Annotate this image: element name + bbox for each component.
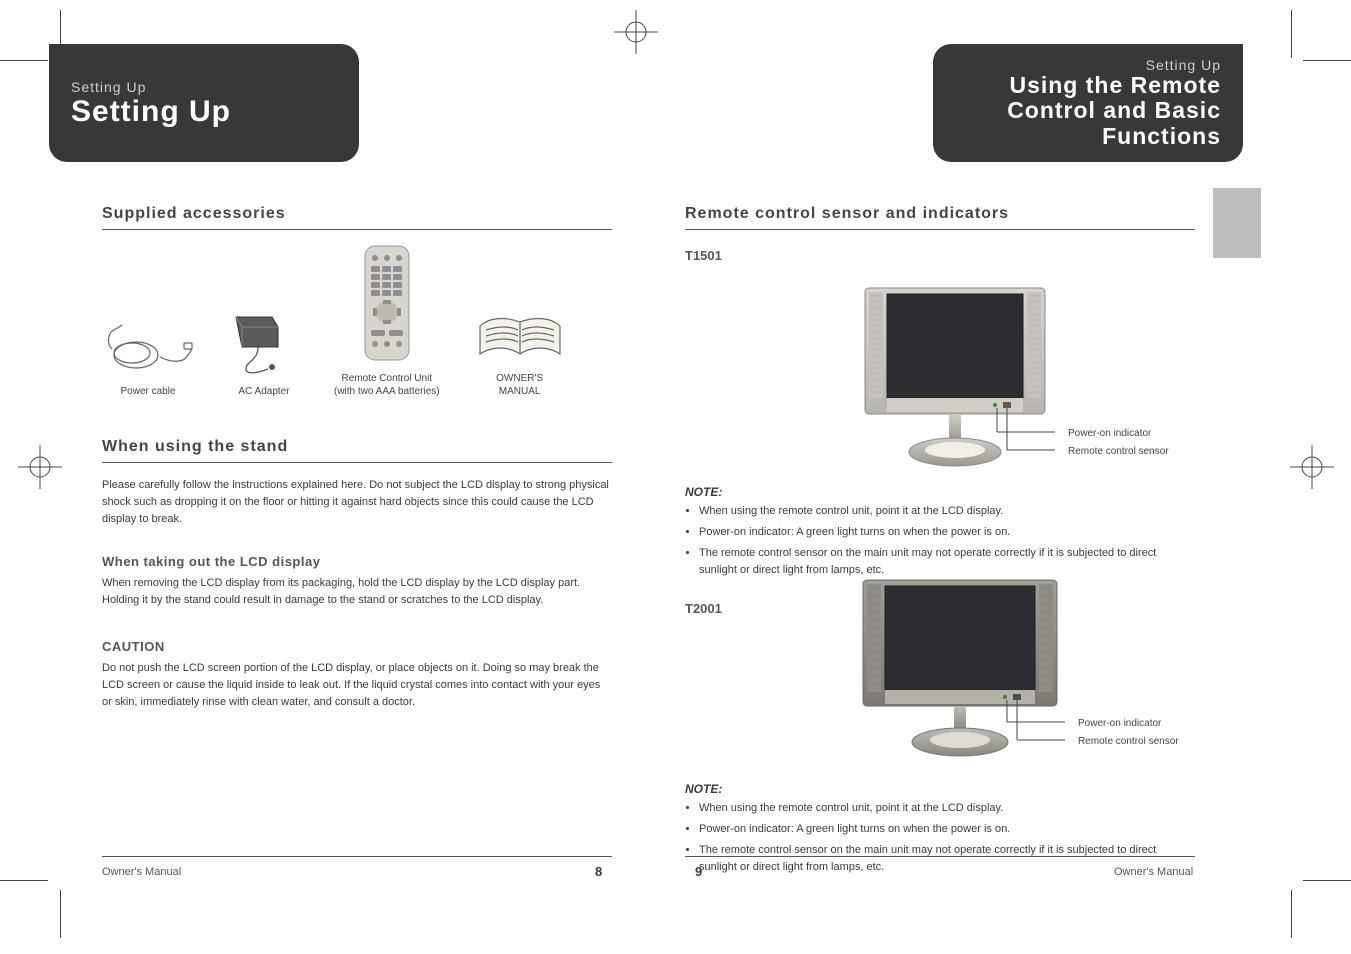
footer-owners-label: Owner's Manual [1114, 866, 1193, 878]
crop-mark [0, 880, 48, 881]
accessory-label: AC Adapter [228, 386, 300, 399]
footer-owners-label: Owner's Manual [102, 866, 181, 878]
accessory-manual: OWNER'S MANUAL [474, 314, 566, 398]
callout-power-indicator: Power-on indicator [1068, 428, 1151, 439]
body-paragraph: Please carefully follow the instructions… [102, 477, 612, 528]
registration-mark-icon [1290, 445, 1334, 489]
footer-rule [102, 856, 612, 857]
section-heading: Remote control sensor and indicators [685, 205, 1195, 230]
tab-subhead: Setting Up [71, 79, 337, 95]
tv-figure-t2001 [855, 574, 1065, 777]
page-number: 9 [695, 864, 702, 879]
left-column: Supplied accessories Power cable [102, 205, 612, 711]
list-item: Power-on indicator: A green light turns … [699, 821, 1185, 838]
note-block-2: NOTE: When using the remote control unit… [685, 782, 1185, 880]
note-list: When using the remote control unit, poin… [699, 503, 1185, 579]
model-label: T1501 [685, 248, 1195, 263]
note-list: When using the remote control unit, poin… [699, 800, 1185, 876]
accessory-label: OWNER'S MANUAL [474, 373, 566, 398]
caution-body: Do not push the LCD screen portion of th… [102, 660, 612, 711]
list-item: When using the remote control unit, poin… [699, 800, 1185, 817]
tv-icon [855, 280, 1055, 480]
tab-title: Setting Up [71, 95, 337, 128]
sub-heading: When taking out the LCD display [102, 554, 612, 569]
section-tab-right: Setting Up Using the Remote Control and … [933, 44, 1243, 162]
list-item: When using the remote control unit, poin… [699, 503, 1185, 520]
tv-icon [855, 574, 1065, 774]
ac-adapter-icon [228, 313, 300, 377]
right-column: Remote control sensor and indicators T15… [685, 205, 1195, 263]
thumb-index-tab [1213, 188, 1261, 258]
crop-mark [1303, 880, 1351, 881]
list-item: Power-on indicator: A green light turns … [699, 524, 1185, 541]
remote-control-icon [361, 244, 413, 364]
crop-mark [0, 60, 48, 61]
accessory-row: Power cable AC Adapter [102, 244, 612, 398]
manual-book-icon [474, 314, 566, 364]
accessory-label: Remote Control Unit (with two AAA batter… [334, 373, 440, 398]
body-paragraph: When removing the LCD display from its p… [102, 575, 612, 609]
registration-mark-icon [18, 445, 62, 489]
accessory-label: Power cable [102, 386, 194, 399]
power-cable-icon [102, 323, 194, 377]
footer-rule [685, 856, 1195, 857]
crop-mark [1303, 60, 1351, 61]
tv-figure-t1501 [855, 280, 1055, 483]
registration-mark-icon [614, 10, 658, 54]
callout-power-indicator: Power-on indicator [1078, 718, 1161, 729]
section-heading: When using the stand [102, 438, 612, 463]
callout-remote-sensor: Remote control sensor [1068, 446, 1169, 457]
section-tab-left: Setting Up Setting Up [49, 44, 359, 162]
caution-heading: CAUTION [102, 639, 612, 654]
list-item: The remote control sensor on the main un… [699, 842, 1185, 876]
page-number: 8 [595, 864, 602, 879]
tab-title: Using the Remote Control and Basic Funct… [955, 73, 1221, 149]
note-label: NOTE: [685, 485, 722, 499]
crop-mark [60, 890, 61, 938]
tab-subhead: Setting Up [955, 57, 1221, 73]
crop-mark [1291, 890, 1292, 938]
accessory-ac-adapter: AC Adapter [228, 313, 300, 399]
accessory-remote: Remote Control Unit (with two AAA batter… [334, 244, 440, 398]
callout-remote-sensor: Remote control sensor [1078, 736, 1179, 747]
accessory-power-cable: Power cable [102, 323, 194, 399]
section-heading: Supplied accessories [102, 205, 612, 230]
crop-mark [1291, 10, 1292, 58]
note-label: NOTE: [685, 782, 722, 796]
